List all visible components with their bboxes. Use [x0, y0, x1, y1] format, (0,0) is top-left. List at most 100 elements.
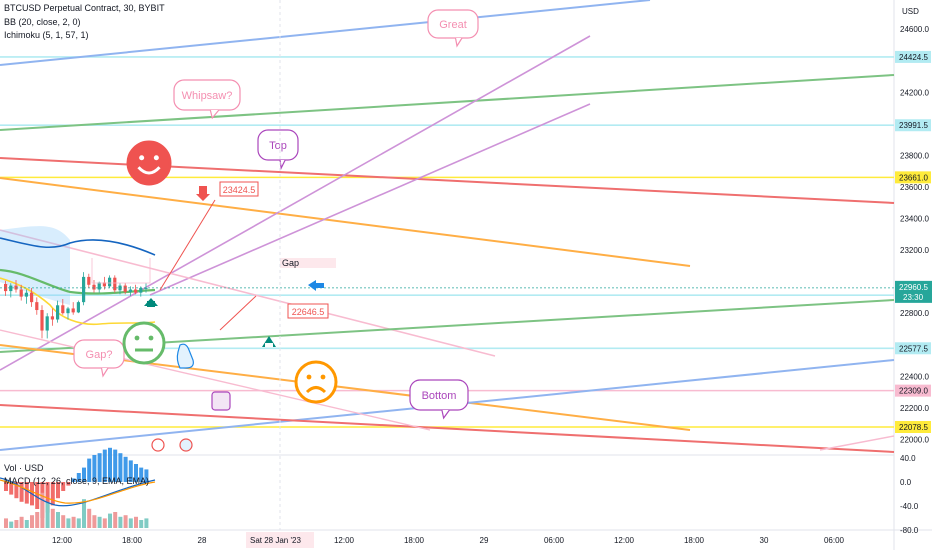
- sad-face-icon-mouth: [305, 386, 327, 394]
- macd-legend[interactable]: MACD (12, 26, close, 9, EMA, EMA): [4, 476, 150, 486]
- macd-bar-20: [108, 447, 112, 482]
- macd-bar-4: [24, 482, 29, 504]
- annotation-bubble-7: [409, 379, 469, 411]
- volume-bar-13: [71, 516, 76, 528]
- candle-body-12: [66, 308, 70, 314]
- time-tick-label-2: 28: [198, 536, 207, 545]
- annotation-bubble-1: [173, 79, 241, 111]
- price-tick-label: 24200.0: [900, 88, 929, 97]
- up-arrow-small-icon: [262, 336, 276, 347]
- time-tick-label-10: 30: [760, 536, 769, 545]
- volume-bar-22: [118, 516, 123, 528]
- candle-body-9: [50, 316, 54, 320]
- time-tick-label-8: 12:00: [614, 536, 635, 545]
- current-price-countdown: 23:30: [903, 293, 924, 302]
- price-highlight-bg-0: [895, 50, 931, 63]
- signal-line: [0, 479, 156, 504]
- macd-bar-24: [128, 460, 133, 482]
- macd-tick-label-0: 40.0: [900, 454, 916, 463]
- macd-bar-10: [56, 482, 60, 499]
- trend-line-3: [0, 177, 691, 267]
- happy-face-icon: [126, 140, 172, 186]
- price-highlight-bg-4: [895, 342, 931, 355]
- volume-bar-14: [76, 518, 81, 528]
- candle-body-7: [40, 310, 44, 331]
- indicator-bb-legend[interactable]: BB (20, close, 2, 0): [4, 17, 81, 27]
- price-highlight-label-0: 24424.5: [899, 53, 928, 62]
- candle-body-19: [102, 282, 106, 287]
- ichimoku-base-line: [0, 268, 156, 295]
- volume-bar-8: [45, 502, 50, 528]
- volume-bar-7: [40, 492, 45, 528]
- volume-bar-26: [139, 520, 144, 528]
- time-highlight-bg: [246, 532, 314, 548]
- macd-bar-14: [76, 473, 81, 482]
- target-arrow-line-2: [219, 295, 257, 331]
- price-highlight-label-6: 22078.5: [899, 423, 928, 432]
- time-tick-label-0: 12:00: [52, 536, 73, 545]
- time-tick-label-1: 18:00: [122, 536, 143, 545]
- happy-face-icon-eye-right: [153, 155, 159, 161]
- symbol-legend[interactable]: BTCUSD Perpetual Contract, 30, BYBIT: [4, 3, 165, 13]
- annotation-text-7: Bottom: [422, 390, 457, 402]
- trend-line-6: [0, 229, 496, 357]
- target-arrow-line: [159, 199, 216, 291]
- price-tick-label: 22200.0: [900, 404, 929, 413]
- time-tick-label-11: 06:00: [824, 536, 845, 545]
- candle-body-4: [24, 292, 28, 297]
- annotation-text-2: Top: [269, 140, 287, 152]
- sad-face-icon-eye-left: [306, 374, 312, 380]
- macd-bar-11: [61, 482, 66, 491]
- candle-body-1: [9, 285, 13, 292]
- candle-body-13: [71, 308, 75, 313]
- price-axis-unit: USD: [902, 7, 919, 16]
- time-tick-label-4: 12:00: [334, 536, 355, 545]
- trend-line-4: [0, 35, 591, 371]
- indicator-ichimoku-legend[interactable]: Ichimoku (5, 1, 57, 1): [4, 30, 89, 40]
- macd-bar-2: [14, 482, 19, 499]
- left-arrow-icon: [308, 280, 324, 291]
- trend-line-12: [819, 435, 895, 451]
- volume-bar-11: [61, 515, 66, 528]
- price-tick-label: 23200.0: [900, 246, 929, 255]
- macd-bar-12: [66, 482, 71, 486]
- candle-body-11: [61, 305, 65, 314]
- hand-cursor-icon: [211, 391, 231, 411]
- macd-bar-26: [139, 467, 144, 482]
- volume-legend[interactable]: Vol · USD: [4, 463, 44, 473]
- current-price-label: 22960.5: [899, 283, 928, 292]
- candle-body-6: [35, 302, 39, 311]
- macd-bar-3: [19, 482, 24, 502]
- price-highlight-label-5: 22309.0: [899, 387, 928, 396]
- annotation-tag-5: 22646.5: [292, 307, 325, 317]
- neutral-face-icon-eye-left: [134, 335, 140, 341]
- annotation-text-6: Gap?: [86, 349, 113, 361]
- price-tick-label: 24600.0: [900, 25, 929, 34]
- candle-body-16: [87, 276, 91, 285]
- volume-bar-18: [97, 516, 102, 528]
- price-tick-label: 22000.0: [900, 435, 929, 444]
- up-arrow-icon: [144, 298, 158, 306]
- neutral-face-icon: [122, 321, 166, 365]
- happy-face-icon-eye-left: [139, 155, 145, 161]
- volume-bar-24: [128, 518, 133, 528]
- volume-bar-1: [9, 521, 14, 528]
- price-highlight-bg-2: [895, 171, 931, 184]
- selection-box: [91, 258, 151, 284]
- lightning-icon: [151, 438, 165, 452]
- annotation-gap-label: Gap: [282, 258, 299, 268]
- volume-bar-16: [87, 508, 92, 528]
- trend-line-5: [149, 103, 591, 296]
- price-highlight-label-2: 23661.0: [899, 173, 928, 182]
- candle-body-25: [134, 289, 138, 293]
- trend-line-10: [0, 404, 895, 453]
- macd-bar-1: [9, 482, 14, 495]
- candle-body-15: [82, 276, 86, 303]
- candle-body-17: [92, 284, 96, 290]
- macd-bar-23: [123, 456, 128, 482]
- annotation-tail-7: [441, 409, 450, 420]
- volume-bar-3: [19, 516, 24, 528]
- volume-bar-2: [14, 520, 19, 528]
